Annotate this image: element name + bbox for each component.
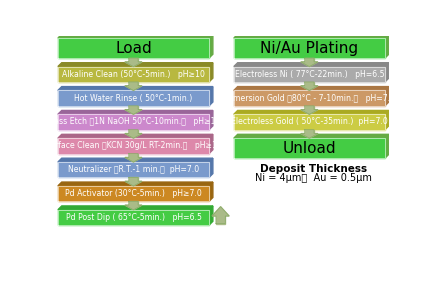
- Polygon shape: [129, 130, 138, 134]
- Polygon shape: [129, 58, 138, 62]
- Text: Neutralizer （R.T.-1 min.）  pH=7.0: Neutralizer （R.T.-1 min.） pH=7.0: [68, 165, 199, 174]
- Polygon shape: [305, 106, 314, 110]
- Polygon shape: [385, 134, 389, 158]
- Polygon shape: [209, 87, 213, 106]
- Polygon shape: [385, 87, 389, 106]
- Polygon shape: [301, 86, 318, 90]
- Polygon shape: [58, 38, 209, 58]
- Text: Surface Clean （KCN 30g/L RT-2min.）   pH≥12: Surface Clean （KCN 30g/L RT-2min.） pH≥12: [45, 141, 222, 150]
- Text: Ni = 4μm，  Au = 0.5μm: Ni = 4μm， Au = 0.5μm: [255, 173, 372, 183]
- Polygon shape: [234, 138, 385, 158]
- Polygon shape: [385, 111, 389, 130]
- Polygon shape: [234, 38, 385, 58]
- Text: Ni/Au Plating: Ni/Au Plating: [260, 41, 359, 56]
- Polygon shape: [58, 87, 213, 90]
- Text: Alkaline Clean (50°C-5min.)   pH≥10: Alkaline Clean (50°C-5min.) pH≥10: [62, 70, 205, 79]
- Text: Pd Post Dip ( 65°C-5min.)   pH=6.5: Pd Post Dip ( 65°C-5min.) pH=6.5: [66, 213, 201, 222]
- Polygon shape: [125, 205, 142, 210]
- Polygon shape: [234, 134, 389, 138]
- Polygon shape: [234, 63, 389, 66]
- Polygon shape: [58, 63, 213, 66]
- Text: Glass Etch （1N NaOH 50°C-10min.）   pH≥13: Glass Etch （1N NaOH 50°C-10min.） pH≥13: [46, 117, 221, 126]
- Polygon shape: [301, 110, 318, 114]
- Polygon shape: [209, 34, 213, 58]
- Polygon shape: [125, 181, 142, 186]
- Polygon shape: [58, 134, 213, 138]
- Polygon shape: [209, 158, 213, 177]
- Polygon shape: [301, 134, 318, 138]
- Polygon shape: [58, 210, 209, 225]
- Polygon shape: [58, 138, 209, 153]
- Polygon shape: [129, 177, 138, 181]
- Polygon shape: [234, 34, 389, 38]
- Polygon shape: [234, 90, 385, 106]
- Polygon shape: [58, 114, 209, 130]
- Polygon shape: [129, 153, 138, 157]
- Text: Pd Activator (30°C-5min.)   pH≥7.0: Pd Activator (30°C-5min.) pH≥7.0: [65, 189, 202, 198]
- Polygon shape: [129, 82, 138, 86]
- Polygon shape: [58, 34, 213, 38]
- Text: Load: Load: [115, 41, 152, 56]
- Polygon shape: [125, 86, 142, 90]
- Polygon shape: [58, 186, 209, 201]
- Polygon shape: [125, 157, 142, 162]
- Polygon shape: [305, 58, 314, 62]
- Text: Electroless Gold ( 50°C-35min.)  pH=7.0: Electroless Gold ( 50°C-35min.) pH=7.0: [231, 117, 388, 126]
- Polygon shape: [58, 111, 213, 114]
- Text: Electroless Ni ( 77°C-22min.)   pH=6.5: Electroless Ni ( 77°C-22min.) pH=6.5: [235, 70, 384, 79]
- Polygon shape: [58, 66, 209, 82]
- Polygon shape: [385, 34, 389, 58]
- Polygon shape: [125, 134, 142, 138]
- Polygon shape: [209, 182, 213, 201]
- Polygon shape: [301, 62, 318, 66]
- Text: Deposit Thickness: Deposit Thickness: [260, 164, 367, 174]
- Polygon shape: [209, 206, 213, 225]
- Polygon shape: [234, 66, 385, 82]
- Polygon shape: [234, 114, 385, 130]
- Polygon shape: [58, 158, 213, 162]
- Polygon shape: [58, 182, 213, 186]
- Text: Unload: Unload: [283, 141, 336, 156]
- Text: Hot Water Rinse ( 50°C-1min.): Hot Water Rinse ( 50°C-1min.): [74, 94, 193, 103]
- Polygon shape: [234, 111, 389, 114]
- Polygon shape: [129, 201, 138, 205]
- Polygon shape: [216, 216, 225, 224]
- Polygon shape: [305, 130, 314, 134]
- Polygon shape: [58, 206, 213, 210]
- Polygon shape: [209, 134, 213, 153]
- Polygon shape: [125, 110, 142, 114]
- Polygon shape: [212, 207, 229, 216]
- Polygon shape: [58, 162, 209, 177]
- Text: Immersion Gold （80°C - 7-10min.）   pH=7.2: Immersion Gold （80°C - 7-10min.） pH=7.2: [223, 94, 395, 103]
- Polygon shape: [58, 90, 209, 106]
- Polygon shape: [209, 63, 213, 82]
- Polygon shape: [125, 62, 142, 66]
- Polygon shape: [234, 87, 389, 90]
- Polygon shape: [305, 82, 314, 86]
- Polygon shape: [209, 111, 213, 130]
- Polygon shape: [129, 106, 138, 110]
- Polygon shape: [385, 63, 389, 82]
